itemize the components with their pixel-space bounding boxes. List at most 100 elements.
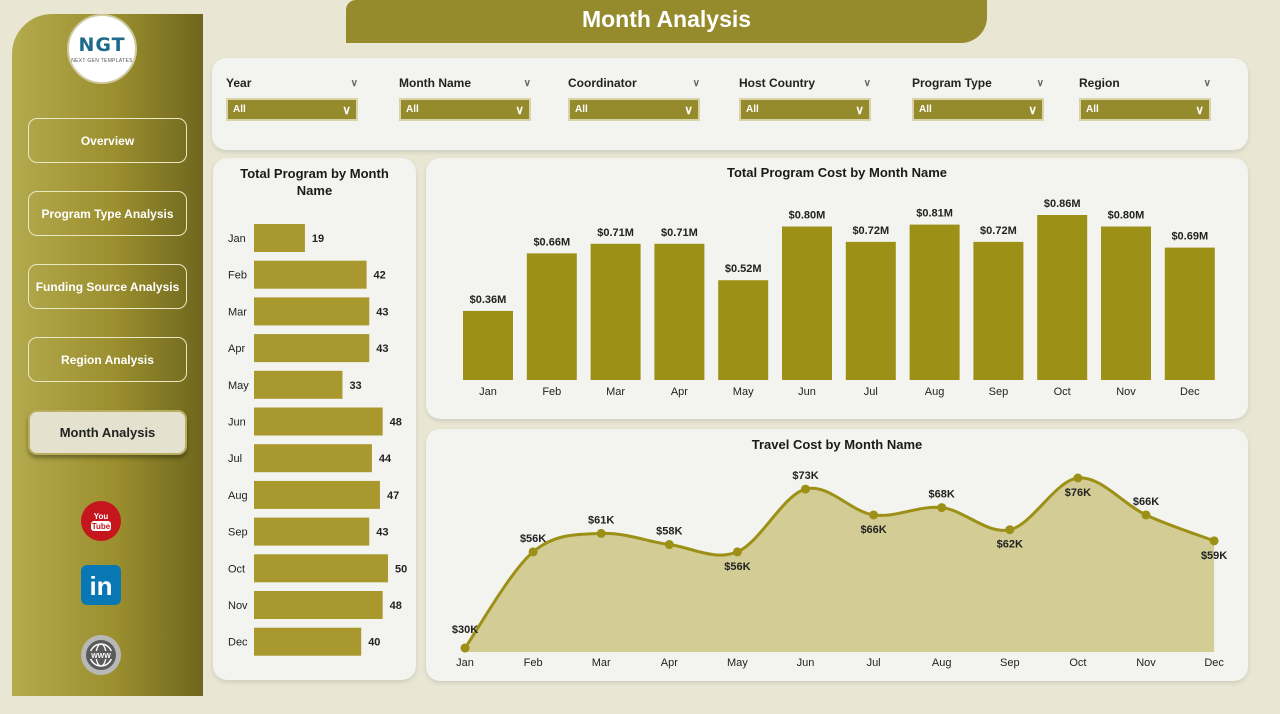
y-tick-label: Feb — [228, 270, 247, 282]
bar[interactable] — [463, 310, 513, 380]
data-point[interactable] — [1141, 510, 1151, 520]
x-tick-label: Aug — [932, 657, 952, 669]
nav-month-button[interactable]: Month Analysis — [28, 410, 187, 455]
bar[interactable] — [1101, 226, 1151, 380]
data-point[interactable] — [801, 484, 810, 494]
chevron-down-icon: ∨ — [342, 102, 351, 117]
data-label: 44 — [379, 453, 392, 465]
filter-label-text: Month Name — [399, 76, 471, 90]
data-label: $30K — [452, 624, 478, 636]
bar[interactable] — [1037, 215, 1088, 380]
x-tick-label: Feb — [524, 657, 543, 669]
data-label: 48 — [390, 417, 402, 429]
nav-overview-button[interactable]: Overview — [28, 118, 187, 163]
bar[interactable] — [845, 241, 896, 380]
filter-dropdown[interactable]: All ∨ — [1079, 98, 1211, 121]
bar[interactable] — [254, 554, 388, 583]
nav-region-button[interactable]: Region Analysis — [28, 337, 187, 382]
x-tick-label: Jul — [864, 386, 878, 398]
bar[interactable] — [718, 280, 769, 380]
bar[interactable] — [254, 517, 370, 546]
data-point[interactable] — [1005, 525, 1015, 535]
bar[interactable] — [254, 591, 383, 619]
data-label: 47 — [387, 490, 399, 502]
chevron-down-icon: ∨ — [1195, 102, 1204, 117]
total-program-chart: Jan 19 Feb 42 Mar 43 Apr 43 May 33 Jun 48 Jul 44 Aug 47… — [228, 224, 407, 656]
bar[interactable] — [254, 370, 343, 399]
bar[interactable] — [254, 627, 362, 656]
data-label: $56K — [520, 533, 546, 545]
filter-dropdown[interactable]: All ∨ — [739, 98, 871, 121]
data-point[interactable] — [664, 540, 674, 550]
filter-coordinator: Coordinator ∨ All ∨ — [568, 76, 700, 121]
filter-dropdown[interactable]: All ∨ — [226, 98, 358, 121]
filter-value: All — [406, 104, 419, 115]
bar[interactable] — [254, 480, 380, 509]
data-point[interactable] — [1073, 473, 1083, 483]
data-point[interactable] — [460, 643, 470, 653]
bar[interactable] — [526, 253, 577, 380]
filter-label: Year ∨ — [226, 76, 358, 90]
bar[interactable] — [254, 334, 370, 363]
data-label: 43 — [376, 343, 388, 355]
linkedin-icon[interactable]: in — [80, 564, 122, 606]
chevron-down-icon[interactable]: ∨ — [692, 77, 700, 89]
data-point[interactable] — [1209, 536, 1219, 546]
data-label: $0.80M — [789, 210, 826, 222]
bar[interactable] — [782, 226, 832, 380]
data-label: 48 — [390, 600, 402, 612]
bar[interactable] — [909, 224, 960, 380]
filter-year: Year ∨ All ∨ — [226, 76, 358, 121]
data-point[interactable] — [732, 547, 742, 557]
x-tick-label: Feb — [542, 386, 561, 398]
chevron-down-icon[interactable]: ∨ — [523, 77, 531, 89]
bar[interactable] — [654, 243, 705, 380]
svg-text:Tube: Tube — [92, 522, 111, 531]
bar[interactable] — [254, 260, 367, 289]
x-tick-label: Aug — [925, 386, 945, 398]
bar[interactable] — [254, 407, 383, 436]
data-label: $62K — [997, 539, 1023, 551]
chevron-down-icon[interactable]: ∨ — [350, 77, 358, 89]
filter-region: Region ∨ All ∨ — [1079, 76, 1211, 121]
chevron-down-icon[interactable]: ∨ — [863, 77, 871, 89]
filter-dropdown[interactable]: All ∨ — [568, 98, 700, 121]
page-header: Month Analysis — [346, 0, 987, 43]
bar[interactable] — [254, 297, 370, 326]
data-label: $0.72M — [980, 225, 1017, 237]
svg-text:in: in — [89, 571, 112, 601]
data-point[interactable] — [528, 547, 538, 557]
data-label: $76K — [1065, 487, 1091, 499]
data-label: 42 — [374, 270, 386, 282]
bar[interactable] — [590, 243, 641, 380]
data-point[interactable] — [596, 528, 606, 538]
bar[interactable] — [254, 224, 305, 252]
chevron-down-icon[interactable]: ∨ — [1203, 77, 1211, 89]
chevron-down-icon[interactable]: ∨ — [1036, 77, 1044, 89]
data-label: $58K — [656, 526, 682, 538]
y-tick-label: Apr — [228, 343, 245, 355]
y-tick-label: Jun — [228, 417, 246, 429]
nav-program-type-button[interactable]: Program Type Analysis — [28, 191, 187, 236]
data-label: $0.86M — [1044, 198, 1081, 210]
bar[interactable] — [973, 241, 1024, 380]
program-cost-chart: $0.36M Jan $0.66M Feb $0.71M Mar $0.71M Apr $0.5… — [463, 198, 1215, 398]
x-tick-label: Apr — [661, 657, 678, 669]
logo-text: NGT — [78, 34, 126, 56]
data-point[interactable] — [869, 510, 879, 520]
filter-value: All — [746, 104, 759, 115]
x-tick-label: Oct — [1069, 657, 1086, 669]
bar[interactable] — [254, 444, 372, 473]
data-label: 43 — [376, 306, 388, 318]
filter-label: Region ∨ — [1079, 76, 1211, 90]
nav-funding-source-button[interactable]: Funding Source Analysis — [28, 264, 187, 309]
x-tick-label: Jan — [456, 657, 474, 669]
youtube-icon[interactable]: You Tube — [80, 500, 122, 542]
x-tick-label: Sep — [989, 386, 1009, 398]
data-point[interactable] — [937, 503, 947, 513]
web-globe-icon[interactable]: WWW — [80, 634, 122, 676]
filter-dropdown[interactable]: All ∨ — [912, 98, 1044, 121]
bar[interactable] — [1164, 247, 1215, 380]
travel-cost-chart-title: Travel Cost by Month Name — [751, 437, 923, 452]
filter-dropdown[interactable]: All ∨ — [399, 98, 531, 121]
